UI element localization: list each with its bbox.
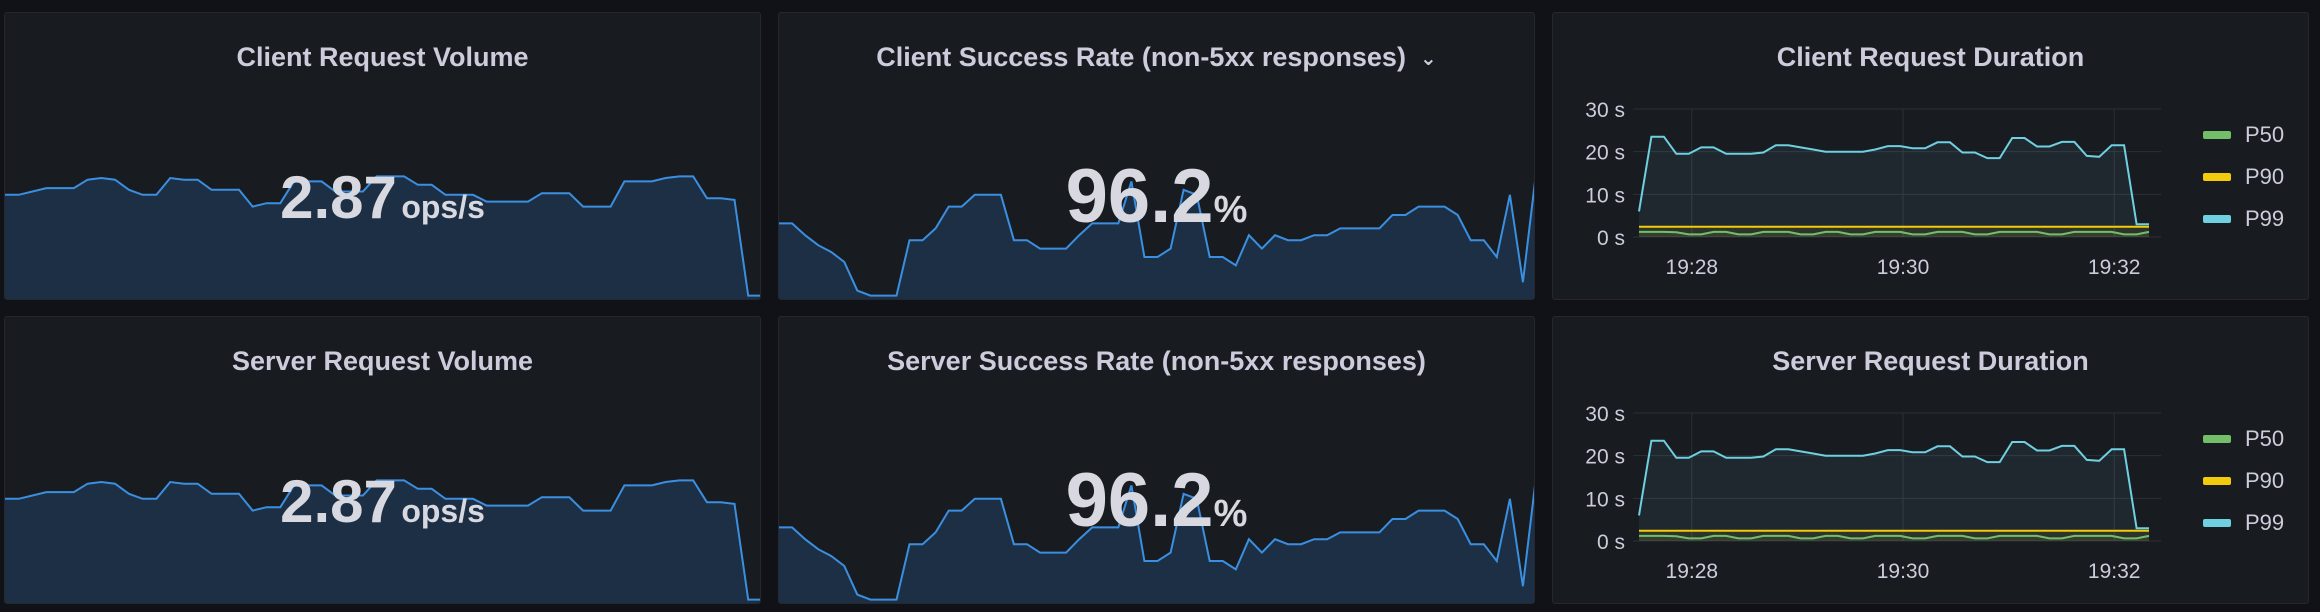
client-request-volume-panel[interactable]: Client Request Volume 2.87 ops/s	[4, 12, 761, 300]
y-tick-label: 20 s	[1585, 142, 1625, 165]
series-area-p50	[1639, 231, 2149, 237]
legend-label: P99	[2245, 206, 2285, 231]
legend-item-p90[interactable]: P90	[2203, 156, 2308, 198]
x-tick-label: 19:32	[2088, 560, 2141, 583]
legend-item-p90[interactable]: P90	[2203, 460, 2308, 502]
legend: P50 P90 P99	[2203, 418, 2308, 544]
sparkline-line	[779, 485, 1534, 601]
legend-swatch	[2203, 131, 2231, 139]
legend-label: P90	[2245, 468, 2285, 493]
chevron-down-icon[interactable]: ⌄	[1419, 47, 1437, 70]
sparkline-area	[5, 480, 760, 603]
series-area-p50	[1639, 535, 2149, 541]
legend-label: P50	[2245, 426, 2285, 451]
stat-unit: %	[1213, 189, 1248, 231]
series-line-p50	[1639, 534, 2150, 540]
legend-label: P99	[2245, 510, 2285, 535]
series-area-p99	[1639, 136, 2149, 237]
legend-label: P90	[2245, 164, 2285, 189]
y-tick-label: 0 s	[1597, 531, 1625, 554]
stat-unit: %	[1213, 493, 1248, 535]
legend-item-p99[interactable]: P99	[2203, 502, 2308, 544]
x-tick-label: 19:28	[1666, 560, 1719, 583]
sparkline-chart	[779, 181, 1534, 299]
panel-title-text: Client Success Rate (non-5xx responses)	[876, 42, 1406, 72]
panel-title: Server Success Rate (non-5xx responses)	[887, 346, 1426, 376]
sparkline-line	[5, 479, 760, 601]
stat-number: 2.87	[280, 468, 397, 535]
legend-swatch	[2203, 173, 2231, 181]
sparkline-area	[779, 485, 1534, 603]
sparkline-line	[779, 181, 1534, 297]
legend-item-p50[interactable]: P50	[2203, 418, 2308, 460]
client-request-duration-panel[interactable]: Client Request Duration 30 s 20 s 10 s 0 s 1…	[1552, 12, 2309, 300]
sparkline-chart	[5, 479, 760, 603]
x-tick-label: 19:32	[2088, 256, 2141, 279]
server-success-rate-panel[interactable]: Server Success Rate (non-5xx responses) …	[778, 316, 1535, 604]
stat-unit: ops/s	[401, 189, 485, 225]
sparkline-chart	[779, 485, 1534, 603]
client-success-rate-panel[interactable]: Client Success Rate (non-5xx responses) ⌄…	[778, 12, 1535, 300]
y-tick-label: 10 s	[1585, 184, 1625, 207]
y-tick-label: 30 s	[1585, 99, 1625, 122]
legend: P50 P90 P99	[2203, 114, 2308, 240]
timeseries-chart: 30 s 20 s 10 s 0 s 19:28 19:30 19:32	[1585, 403, 2161, 583]
x-tick-label: 19:30	[1877, 256, 1930, 279]
panel-title: Server Request Duration	[1772, 346, 2089, 376]
legend-swatch	[2203, 477, 2231, 485]
panel-title: Client Request Volume	[236, 42, 529, 72]
y-tick-label: 10 s	[1585, 488, 1625, 511]
series-area-p99	[1639, 440, 2149, 541]
series-line-p99	[1638, 439, 2149, 530]
stat-number: 96.2	[1065, 154, 1214, 239]
stat-unit: ops/s	[401, 493, 485, 529]
panel-title: Client Request Duration	[1776, 42, 2085, 72]
x-tick-label: 19:30	[1877, 560, 1930, 583]
sparkline-area	[779, 181, 1534, 299]
sparkline-chart	[5, 175, 760, 299]
stat-value: 96.2%	[779, 457, 1534, 544]
legend-label: P50	[2245, 122, 2285, 147]
legend-swatch	[2203, 519, 2231, 527]
legend-item-p99[interactable]: P99	[2203, 198, 2308, 240]
stat-value: 2.87 ops/s	[5, 163, 760, 232]
y-tick-label: 20 s	[1585, 446, 1625, 469]
panel-title[interactable]: Client Success Rate (non-5xx responses) ⌄	[779, 41, 1534, 75]
server-request-volume-panel[interactable]: Server Request Volume 2.87 ops/s	[4, 316, 761, 604]
stat-number: 96.2	[1065, 458, 1214, 543]
stat-value: 2.87 ops/s	[5, 467, 760, 536]
legend-item-p50[interactable]: P50	[2203, 114, 2308, 156]
panel-title: Server Request Volume	[231, 346, 534, 376]
legend-swatch	[2203, 435, 2231, 443]
server-request-duration-panel[interactable]: Server Request Duration 30 s 20 s 10 s 0 s 1…	[1552, 316, 2309, 604]
legend-swatch	[2203, 215, 2231, 223]
sparkline-line	[5, 175, 760, 297]
stat-value: 96.2%	[779, 153, 1534, 240]
timeseries-chart: 30 s 20 s 10 s 0 s 19:28 19:30 19:32	[1585, 99, 2161, 279]
x-tick-label: 19:28	[1666, 256, 1719, 279]
y-tick-label: 30 s	[1585, 403, 1625, 426]
stat-number: 2.87	[280, 164, 397, 231]
series-line-p50	[1639, 230, 2150, 236]
sparkline-area	[5, 176, 760, 299]
y-tick-label: 0 s	[1597, 227, 1625, 250]
series-line-p99	[1638, 135, 2149, 226]
